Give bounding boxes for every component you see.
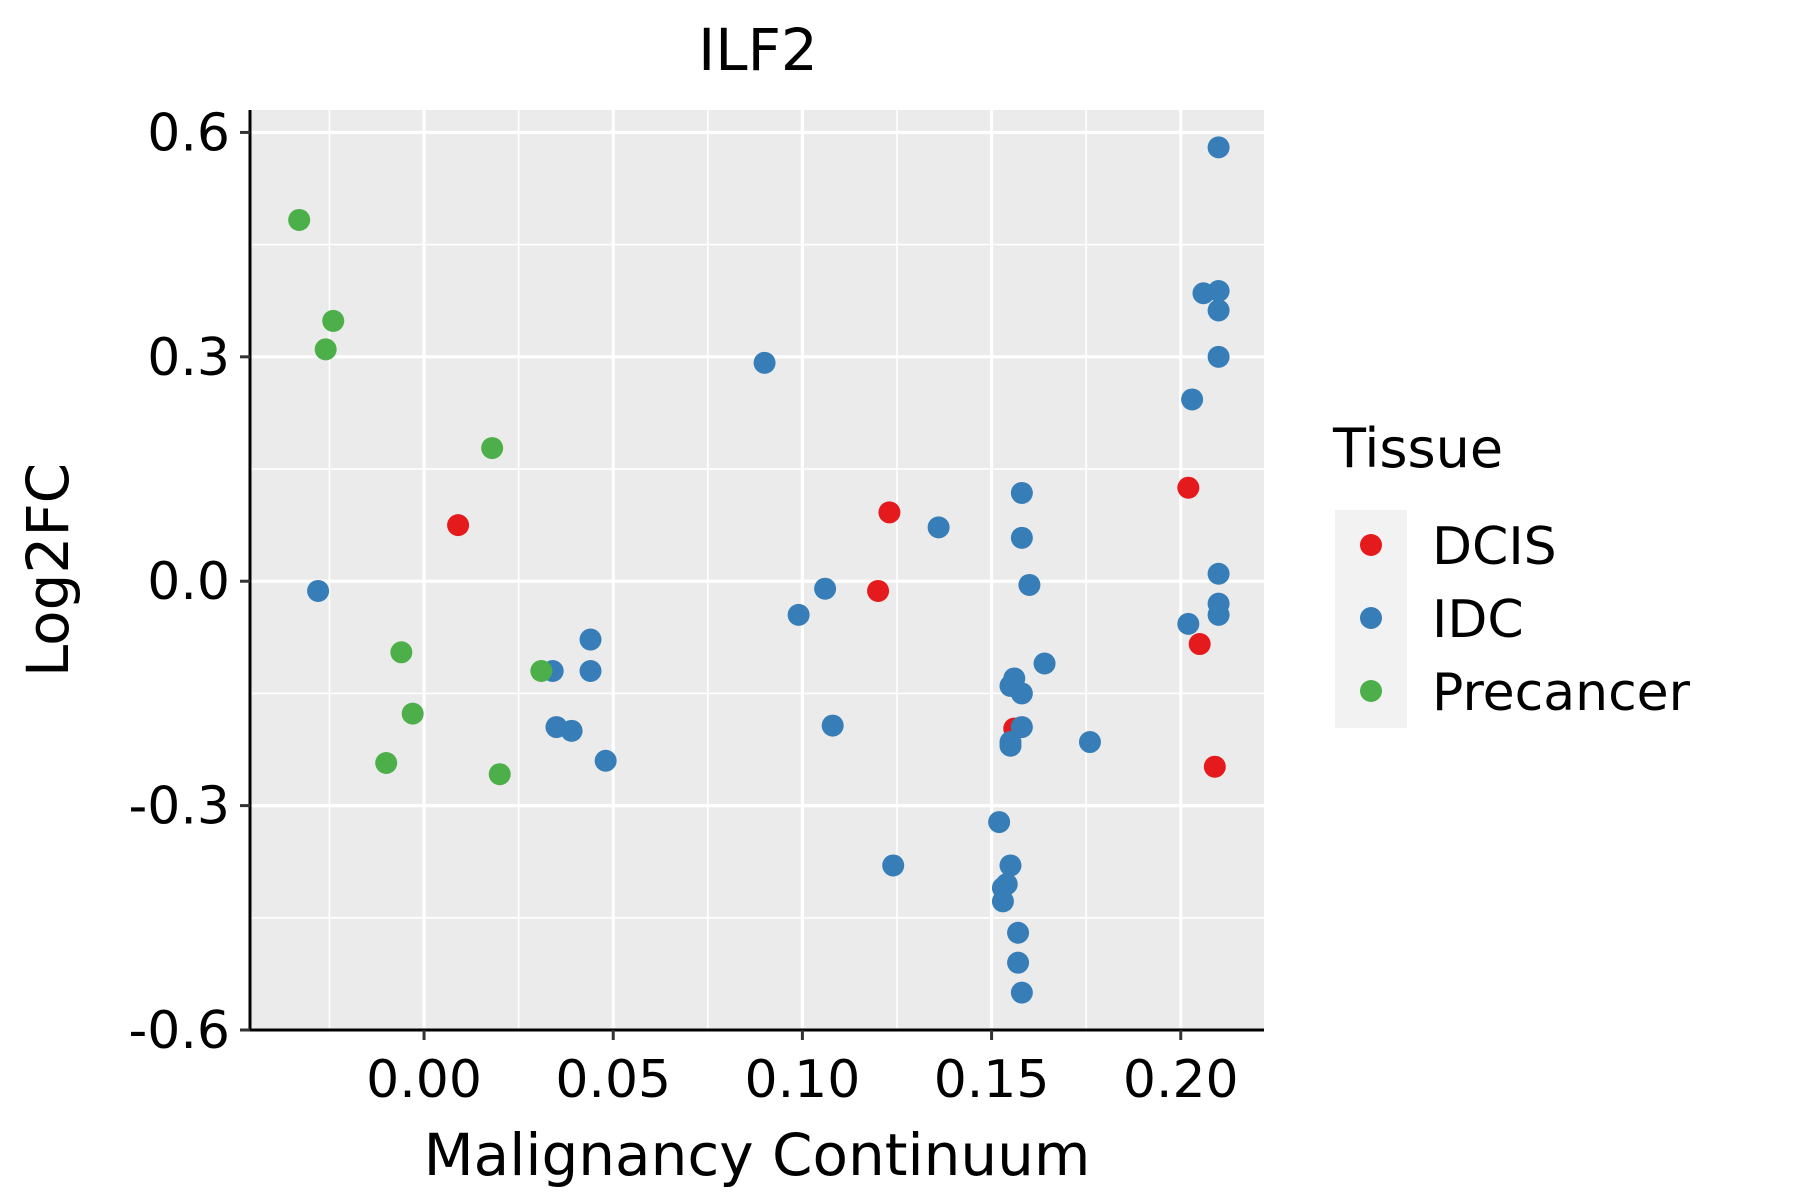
point-idc xyxy=(1033,652,1056,675)
y-axis-ticks: -0.6 -0.3 0.0 0.3 0.6 xyxy=(129,103,250,1061)
point-dcis xyxy=(867,579,890,602)
point-precancer xyxy=(488,763,511,786)
point-idc xyxy=(995,873,1018,896)
x-tick-label: 0.20 xyxy=(1123,1050,1239,1110)
point-idc xyxy=(753,351,776,374)
point-idc xyxy=(1207,299,1230,322)
point-idc xyxy=(991,890,1014,913)
point-idc xyxy=(1010,716,1033,739)
y-axis-title: Log2FC xyxy=(14,463,82,677)
legend-label-precancer: Precancer xyxy=(1432,663,1691,723)
point-idc xyxy=(594,749,617,772)
point-idc xyxy=(1207,345,1230,368)
legend-label-idc: IDC xyxy=(1432,590,1524,650)
point-precancer xyxy=(481,437,504,460)
point-idc xyxy=(821,714,844,737)
minor-gridlines xyxy=(250,110,1264,1030)
legend-key-idc xyxy=(1360,607,1382,629)
point-idc xyxy=(1007,921,1030,944)
point-idc xyxy=(560,719,583,742)
x-tick-label: 0.15 xyxy=(934,1050,1050,1110)
point-idc xyxy=(999,854,1022,877)
point-idc xyxy=(579,659,602,682)
x-tick-label: 0.00 xyxy=(366,1050,482,1110)
point-precancer xyxy=(401,702,424,725)
legend-label-dcis: DCIS xyxy=(1432,517,1557,577)
y-tick-label: 0.0 xyxy=(147,552,230,612)
point-precancer xyxy=(390,641,413,664)
legend-title: Tissue xyxy=(1332,417,1503,480)
point-idc xyxy=(307,579,330,602)
point-idc xyxy=(1010,526,1033,549)
x-axis-ticks: 0.00 0.05 0.10 0.15 0.20 xyxy=(366,1030,1239,1110)
point-idc xyxy=(927,516,950,539)
point-idc xyxy=(579,628,602,651)
legend-key-dcis xyxy=(1360,534,1382,556)
point-dcis xyxy=(1188,633,1211,656)
point-idc xyxy=(1177,612,1200,635)
y-tick-label: 0.3 xyxy=(147,328,230,388)
data-points xyxy=(288,136,1230,1004)
point-dcis xyxy=(1177,476,1200,499)
point-idc xyxy=(1207,280,1230,303)
legend: Tissue DCIS IDC Precancer xyxy=(1332,417,1691,728)
point-idc xyxy=(1010,682,1033,705)
point-precancer xyxy=(288,208,311,231)
point-precancer xyxy=(322,309,345,332)
chart-title: ILF2 xyxy=(698,16,818,84)
point-idc xyxy=(999,734,1022,757)
point-dcis xyxy=(878,501,901,524)
legend-items: DCIS IDC Precancer xyxy=(1360,517,1691,723)
legend-key-precancer xyxy=(1360,680,1382,702)
y-tick-label: -0.6 xyxy=(129,1001,230,1061)
point-dcis xyxy=(447,514,470,537)
y-tick-label: -0.3 xyxy=(129,777,230,837)
point-idc xyxy=(1007,951,1030,974)
point-idc xyxy=(1078,731,1101,754)
point-idc xyxy=(1207,136,1230,159)
point-idc xyxy=(1207,562,1230,585)
x-tick-label: 0.10 xyxy=(745,1050,861,1110)
x-tick-label: 0.05 xyxy=(555,1050,671,1110)
point-idc xyxy=(1181,388,1204,411)
point-precancer xyxy=(530,659,553,682)
point-idc xyxy=(814,577,837,600)
x-axis-title: Malignancy Continuum xyxy=(424,1121,1091,1189)
point-idc xyxy=(1010,981,1033,1004)
point-dcis xyxy=(1203,755,1226,778)
point-idc xyxy=(882,854,905,877)
point-precancer xyxy=(375,751,398,774)
point-idc xyxy=(988,811,1011,834)
plot-panel xyxy=(250,110,1264,1030)
point-idc xyxy=(1010,481,1033,504)
point-idc xyxy=(1018,573,1041,596)
point-precancer xyxy=(314,338,337,361)
point-idc xyxy=(1207,603,1230,626)
y-tick-label: 0.6 xyxy=(147,103,230,163)
point-idc xyxy=(787,603,810,626)
